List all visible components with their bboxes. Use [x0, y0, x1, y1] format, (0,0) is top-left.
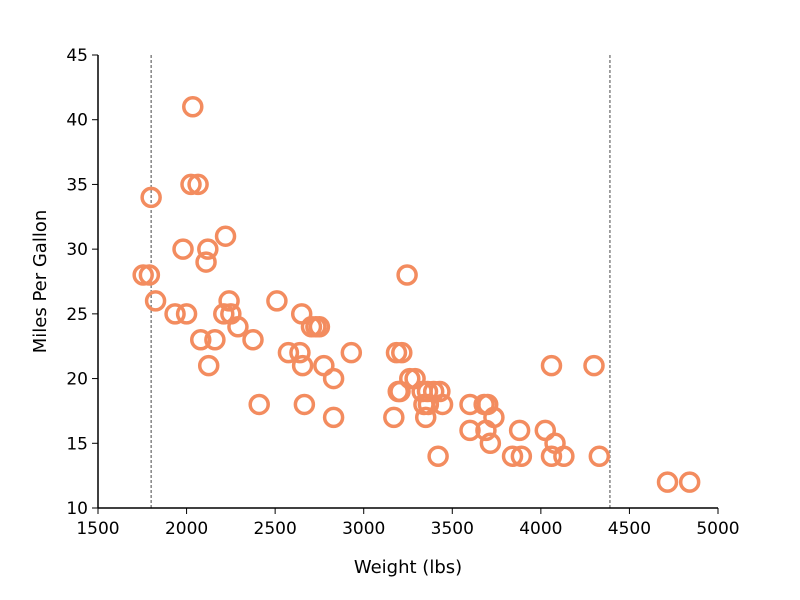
data-point	[182, 96, 204, 118]
data-point	[144, 290, 167, 312]
data-point	[416, 380, 439, 403]
x-tick-label: 2500	[254, 519, 297, 539]
x-axis-ticks: 1500 2000 2500 3000 3500 4000 4500 5000	[76, 508, 740, 539]
data-points	[132, 96, 701, 493]
y-axis-title: Miles Per Gallon	[30, 210, 51, 354]
y-tick-label: 45	[66, 46, 88, 66]
y-tick-label: 40	[66, 111, 88, 131]
data-point	[583, 354, 605, 377]
data-point	[429, 380, 451, 403]
data-point	[508, 419, 531, 442]
x-tick-label: 3000	[342, 519, 385, 539]
x-tick-label: 3500	[431, 519, 474, 539]
data-point	[293, 393, 316, 416]
y-axis-ticks: 10 15 20 25 30 35 40 45	[66, 46, 98, 519]
data-point	[417, 393, 440, 416]
data-point	[427, 445, 449, 467]
data-point	[322, 367, 345, 390]
data-point	[396, 264, 418, 286]
y-tick-label: 30	[66, 240, 88, 260]
data-point	[501, 445, 524, 467]
data-point	[227, 316, 249, 338]
data-point	[172, 238, 194, 260]
x-tick-label: 4500	[608, 519, 651, 539]
data-point	[218, 290, 240, 312]
data-point	[138, 264, 161, 286]
data-point	[510, 445, 533, 467]
y-tick-label: 25	[66, 305, 88, 325]
y-tick-label: 10	[66, 499, 88, 519]
data-point	[553, 445, 575, 467]
data-point	[180, 173, 202, 196]
x-tick-label: 1500	[76, 519, 119, 539]
data-point	[289, 341, 311, 364]
data-point	[132, 264, 154, 286]
data-point	[214, 225, 237, 247]
data-point	[308, 316, 331, 338]
data-point	[213, 303, 235, 325]
data-point	[588, 445, 611, 467]
data-point	[479, 432, 502, 455]
y-tick-label: 20	[66, 370, 88, 390]
y-tick-label: 15	[66, 434, 88, 454]
data-point	[340, 341, 363, 364]
data-point	[389, 380, 411, 403]
y-tick-label: 35	[66, 175, 88, 195]
data-point	[475, 419, 497, 442]
data-point	[195, 251, 217, 273]
data-point	[391, 341, 413, 364]
data-point	[164, 303, 186, 325]
data-point	[187, 173, 209, 196]
data-point	[431, 393, 454, 416]
x-tick-label: 4000	[519, 519, 562, 539]
data-point	[322, 406, 345, 429]
data-point	[540, 354, 563, 377]
data-point	[291, 354, 314, 377]
data-point	[678, 471, 701, 493]
x-tick-label: 5000	[696, 519, 739, 539]
data-point	[414, 406, 437, 429]
data-point	[540, 445, 563, 467]
data-point	[175, 303, 198, 325]
data-point	[242, 328, 264, 351]
x-axis-title: Weight (lbs)	[354, 557, 462, 578]
data-point	[459, 419, 481, 442]
data-point	[277, 341, 300, 364]
x-tick-label: 2000	[165, 519, 208, 539]
data-point	[197, 354, 220, 377]
data-point	[266, 290, 288, 312]
data-point	[204, 328, 226, 351]
data-point	[197, 238, 219, 260]
data-point	[140, 186, 162, 209]
data-point	[383, 406, 405, 429]
data-point	[189, 328, 212, 351]
data-point	[656, 471, 679, 493]
data-point	[248, 393, 270, 416]
